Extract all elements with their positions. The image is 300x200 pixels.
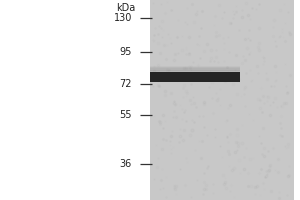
Bar (150, 67, 240, 70)
Text: kDa: kDa (116, 3, 135, 13)
Bar (150, 70, 240, 72)
Bar (150, 0, 294, 200)
Bar (150, 68, 240, 71)
Bar (150, 66, 240, 68)
Text: 55: 55 (119, 110, 132, 120)
Text: 95: 95 (120, 47, 132, 57)
Text: 72: 72 (119, 79, 132, 89)
Text: 130: 130 (114, 13, 132, 23)
Bar (150, 72, 240, 82)
Text: 36: 36 (120, 159, 132, 169)
